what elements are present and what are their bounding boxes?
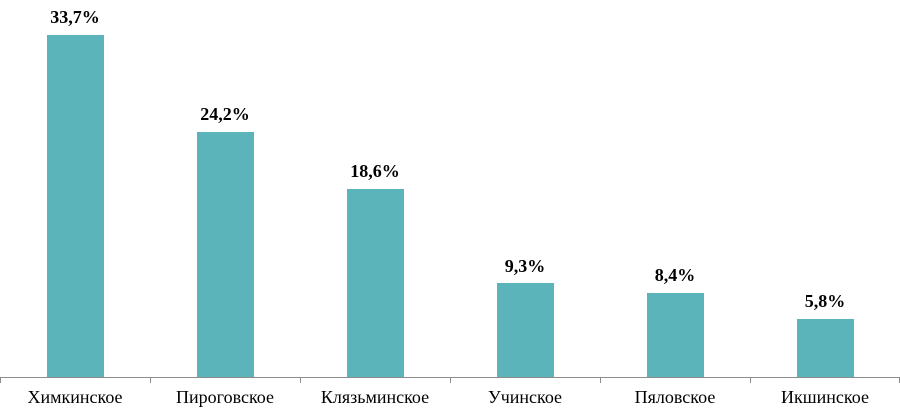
bar <box>496 283 554 378</box>
axis-tick <box>599 378 601 383</box>
axis-tick <box>299 378 301 383</box>
category-label: Пяловское <box>634 387 716 407</box>
axis-tick <box>750 378 751 383</box>
bar <box>346 188 404 378</box>
bar-value-label: 8,4% <box>654 264 696 285</box>
bar-column: 18,6% <box>300 161 450 378</box>
bar-value-label: 9,3% <box>504 255 546 276</box>
bar <box>646 292 704 378</box>
bar-value-label: 33,7% <box>50 7 100 28</box>
bar-column: 9,3% <box>450 255 600 378</box>
category-label: Пироговское <box>176 387 274 407</box>
bar-column: 33,7% <box>0 8 150 378</box>
bar <box>196 131 254 378</box>
category-label: Химкинское <box>27 387 123 407</box>
bar-value-label: 24,2% <box>200 104 250 125</box>
axis-tick <box>0 378 1 383</box>
bar-column: 24,2% <box>150 104 300 378</box>
category-label: Учинское <box>487 387 563 407</box>
bar <box>796 319 854 378</box>
bar <box>46 35 104 378</box>
axis-tick <box>149 378 151 383</box>
axis-tick <box>450 378 451 383</box>
bar-value-label: 18,6% <box>350 161 400 182</box>
bar-value-label: 5,8% <box>804 291 846 312</box>
x-axis-labels: Химкинское Пироговское Клязьминское Учинско… <box>0 378 900 413</box>
category-label: Клязьминское <box>320 387 430 407</box>
bar-column: 8,4% <box>600 264 750 378</box>
bar-column: 5,8% <box>750 291 900 378</box>
plot-area: 33,7% 24,2% 18,6% 9,3% 8,4% 5,8% <box>0 8 900 378</box>
category-label: Икшинское <box>781 387 869 407</box>
